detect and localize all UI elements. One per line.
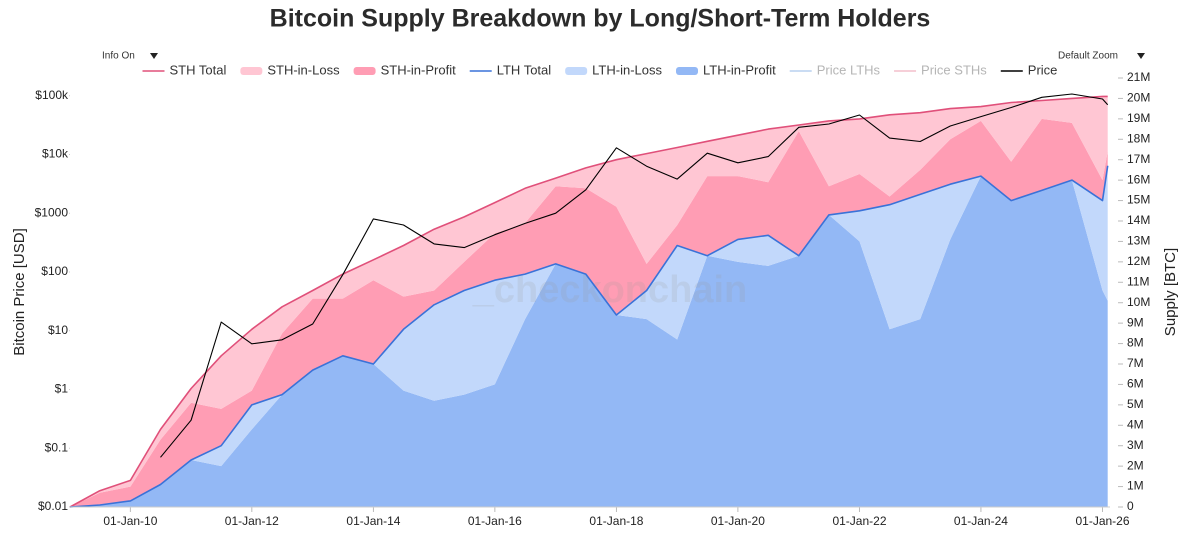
y2-tick-label: 8M xyxy=(1127,336,1144,350)
line xyxy=(160,93,1109,458)
legend-item[interactable]: LTH-in-Loss xyxy=(565,62,662,77)
legend-item[interactable]: STH-in-Profit xyxy=(353,62,457,77)
legend-label: LTH-in-Profit xyxy=(703,62,776,77)
y2-tick-label: 15M xyxy=(1127,193,1150,207)
y2-tick-label: 6M xyxy=(1127,377,1144,391)
info-arrow[interactable] xyxy=(150,53,158,59)
area xyxy=(70,176,1108,507)
x-tick-label: 01-Jan-16 xyxy=(468,514,522,528)
y2-axis-title: Supply [BTC] xyxy=(1162,248,1179,336)
legend-swatch xyxy=(676,67,698,75)
legend: STH Total STH-in-Loss STH-in-Profit LTH Tot… xyxy=(142,62,1058,77)
y-tick-label: $10 xyxy=(48,323,68,337)
legend-label: STH-in-Profit xyxy=(381,62,457,77)
info-toggle[interactable]: Info On xyxy=(102,51,135,62)
x-tick-label: 01-Jan-10 xyxy=(103,514,157,528)
x-tick-label: 01-Jan-26 xyxy=(1075,514,1129,528)
y2-tick-label: 18M xyxy=(1127,131,1150,145)
y2-tick-label: 0 xyxy=(1127,499,1134,513)
x-tick-label: 01-Jan-12 xyxy=(225,514,279,528)
legend-item[interactable]: Price xyxy=(1000,62,1058,77)
y-tick-label: $0.01 xyxy=(38,499,68,513)
y2-tick-label: 19M xyxy=(1127,111,1150,125)
y-tick-label: $0.1 xyxy=(45,440,69,454)
areas xyxy=(70,96,1108,508)
legend-item[interactable]: STH-in-Loss xyxy=(240,62,340,77)
y2-tick-label: 2M xyxy=(1127,458,1144,472)
y-axis-title: Bitcoin Price [USD] xyxy=(11,228,28,356)
y2-tick-label: 14M xyxy=(1127,213,1150,227)
y2-tick-label: 11M xyxy=(1127,274,1149,288)
zoom-arrow[interactable] xyxy=(1137,53,1145,59)
y2-tick-label: 7M xyxy=(1127,356,1144,370)
legend-item[interactable]: Price STHs xyxy=(894,62,987,77)
y-tick-label: $100k xyxy=(35,88,69,102)
legend-label: STH-in-Loss xyxy=(267,62,340,77)
x-tick-label: 01-Jan-22 xyxy=(832,514,886,528)
legend-item[interactable]: LTH Total xyxy=(469,62,552,77)
area xyxy=(70,96,1108,508)
x-tick-label: 01-Jan-14 xyxy=(346,514,400,528)
y2-tick-label: 5M xyxy=(1127,397,1144,411)
y2-tick-label: 21M xyxy=(1127,70,1150,84)
y2-tick-label: 4M xyxy=(1127,417,1144,431)
chart-title: Bitcoin Supply Breakdown by Long/Short-T… xyxy=(270,5,931,33)
y-tick-label: $1 xyxy=(55,382,69,396)
legend-items: STH Total STH-in-Loss STH-in-Profit LTH Tot… xyxy=(142,62,1058,77)
y2-tick-label: 9M xyxy=(1127,315,1144,329)
legend-label: LTH Total xyxy=(497,62,552,77)
legend-label: Price xyxy=(1028,62,1058,77)
y2-tick-label: 16M xyxy=(1127,172,1150,186)
x-tick-label: 01-Jan-24 xyxy=(954,514,1008,528)
y2-tick-label: 10M xyxy=(1127,295,1150,309)
line xyxy=(69,95,1108,508)
y2-tick-label: 1M xyxy=(1127,479,1144,493)
zoom-control[interactable]: Default Zoom xyxy=(1058,51,1118,62)
legend-item[interactable]: STH Total xyxy=(142,62,227,77)
x-tick-label: 01-Jan-20 xyxy=(711,514,765,528)
plot-area: _checkonchain$0.01$0.1$1$10$100$1000$10k… xyxy=(35,70,1151,528)
line xyxy=(69,165,1109,508)
y2-tick-label: 20M xyxy=(1127,91,1150,105)
legend-item[interactable]: LTH-in-Profit xyxy=(676,62,776,77)
area xyxy=(70,118,1108,508)
y2-tick-label: 3M xyxy=(1127,438,1144,452)
legend-swatch xyxy=(565,67,588,75)
legend-label: Price LTHs xyxy=(817,62,881,77)
y2-tick-label: 17M xyxy=(1127,152,1150,166)
y-tick-label: $100 xyxy=(41,264,68,278)
legend-swatch xyxy=(353,67,376,75)
legend-item[interactable]: Price LTHs xyxy=(789,62,881,77)
legend-swatch xyxy=(240,67,263,75)
y2-tick-label: 13M xyxy=(1127,234,1150,248)
y-tick-label: $10k xyxy=(42,147,69,161)
legend-label: LTH-in-Loss xyxy=(592,62,662,77)
y-tick-label: $1000 xyxy=(35,205,69,219)
legend-label: STH Total xyxy=(170,62,227,77)
x-tick-label: 01-Jan-18 xyxy=(589,514,643,528)
legend-label: Price STHs xyxy=(921,62,987,77)
y2-tick-label: 12M xyxy=(1127,254,1150,268)
